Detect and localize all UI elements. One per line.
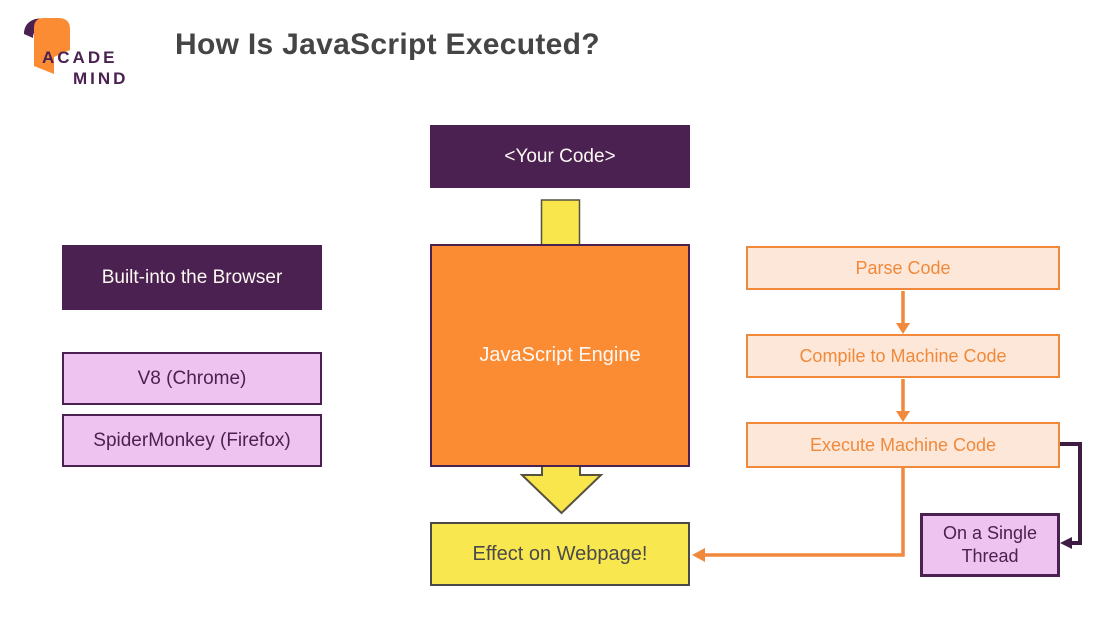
academind-logo: ACADE MIND: [12, 8, 152, 92]
execute-to-effect-connector: [702, 468, 905, 557]
js-engine-box: JavaScript Engine: [430, 244, 690, 467]
execute-to-effect-arrowhead: [692, 548, 705, 562]
v8-chrome-box: V8 (Chrome): [62, 352, 322, 405]
single-thread-box: On a Single Thread: [920, 513, 1060, 577]
execute-machine-code-box: Execute Machine Code: [746, 422, 1060, 468]
compile-to-execute-arrowhead: [896, 411, 910, 422]
parse-to-compile-arrowhead: [896, 323, 910, 334]
logo-bookmark-icon: [24, 18, 70, 74]
code-to-engine-connector: [540, 199, 581, 247]
page-title: How Is JavaScript Executed?: [175, 28, 600, 61]
your-code-box: <Your Code>: [430, 125, 690, 188]
execute-to-thread-connector: [1060, 442, 1082, 545]
spidermonkey-firefox-box: SpiderMonkey (Firefox): [62, 414, 322, 467]
effect-on-webpage-box: Effect on Webpage!: [430, 522, 690, 586]
logo-text-acade: ACADE: [42, 48, 118, 67]
logo-text-mind: MIND: [73, 69, 129, 88]
engine-to-effect-arrow: [519, 465, 604, 515]
built-into-browser-box: Built-into the Browser: [62, 245, 322, 310]
execute-to-thread-arrowhead: [1060, 537, 1072, 549]
compile-to-machine-code-box: Compile to Machine Code: [746, 334, 1060, 378]
parse-code-box: Parse Code: [746, 246, 1060, 290]
